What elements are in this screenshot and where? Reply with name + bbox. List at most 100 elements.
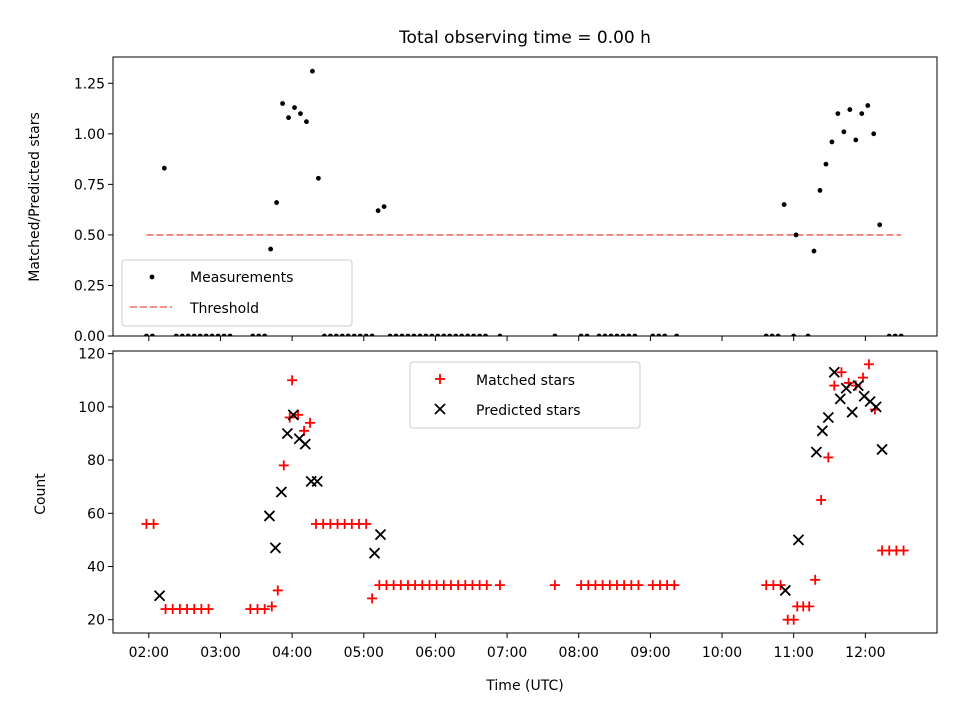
legend-matched-marker	[435, 374, 445, 384]
measurement-point	[674, 333, 680, 336]
matched-star-point	[305, 417, 316, 428]
x-tick-label: 05:00	[344, 645, 384, 661]
measurement-point	[321, 333, 327, 336]
top-y-tick-label: 0.00	[74, 329, 105, 345]
measurement-point	[345, 333, 351, 336]
top-marks	[144, 68, 904, 336]
measurement-point	[327, 333, 333, 336]
measurement-point	[781, 202, 787, 207]
top-y-tick-label: 0.75	[74, 177, 105, 193]
measurement-point	[381, 204, 387, 210]
top-plot-frame	[112, 56, 938, 337]
x-tick-label: 09:00	[630, 645, 670, 661]
measurement-point	[763, 333, 769, 336]
measurement-point	[823, 161, 829, 167]
measurement-point	[393, 333, 399, 336]
measurement-point	[769, 333, 775, 336]
measurement-point	[256, 333, 262, 336]
measurement-point	[411, 333, 417, 336]
measurement-point	[363, 333, 369, 336]
measurement-point	[453, 333, 459, 336]
top-y-axis-label: Matched/Predicted stars	[27, 112, 43, 282]
measurement-point	[435, 333, 441, 336]
measurement-point	[339, 333, 345, 336]
predicted-star-point	[792, 534, 805, 546]
predicted-star-point	[269, 542, 282, 554]
matched-star-point	[367, 593, 378, 604]
measurement-point	[477, 333, 483, 336]
matched-star-point	[816, 494, 827, 505]
predicted-star-point	[822, 411, 834, 424]
matched-star-point	[829, 380, 840, 391]
measurement-point	[423, 333, 429, 336]
matched-star-point	[293, 409, 304, 420]
measurement-point	[865, 103, 871, 108]
measurement-point	[357, 333, 363, 336]
measurement-point	[817, 188, 823, 193]
measurement-point	[179, 333, 185, 336]
predicted-star-point	[779, 584, 791, 597]
measurement-point	[465, 333, 471, 336]
measurement-point	[292, 105, 297, 110]
matched-star-point	[549, 580, 560, 591]
bottom-y-tick-label: 120	[78, 347, 105, 363]
x-tick-label: 06:00	[415, 645, 455, 661]
measurement-point	[375, 208, 381, 214]
matched-star-point	[259, 604, 270, 615]
x-tick-label: 11:00	[774, 645, 814, 661]
measurement-point	[497, 333, 503, 336]
measurement-point	[310, 68, 315, 74]
top-y-tick-label: 1.25	[74, 76, 105, 92]
measurement-point	[775, 333, 781, 336]
legend-threshold-label: Threshold	[189, 301, 259, 317]
legend-predicted-marker	[434, 403, 446, 415]
top-y-tick-label: 0.50	[74, 228, 105, 244]
measurement-point	[316, 175, 321, 181]
x-tick-label: 10:00	[702, 645, 742, 661]
predicted-star-point	[368, 547, 381, 559]
measurement-point	[650, 333, 656, 336]
measurement-point	[161, 165, 167, 171]
measurement-point	[584, 333, 590, 336]
measurement-point	[405, 333, 411, 336]
predicted-star-point	[275, 486, 288, 498]
measurement-point	[250, 333, 256, 336]
measurement-point	[268, 246, 274, 252]
predicted-star-point	[299, 438, 311, 450]
bottom-y-tick-label: 20	[87, 613, 105, 629]
measurement-point	[620, 333, 626, 336]
measurement-point	[215, 333, 221, 336]
measurement-point	[811, 248, 817, 254]
x-tick-label: 08:00	[559, 645, 599, 661]
measurement-point	[417, 333, 423, 336]
predicted-star-point	[281, 427, 293, 440]
measurement-point	[387, 333, 393, 336]
predicted-star-point	[311, 475, 323, 487]
measurement-point	[892, 333, 898, 336]
x-tick-label: 02:00	[129, 645, 169, 661]
measurement-point	[853, 137, 859, 143]
measurement-point	[333, 333, 339, 336]
measurement-point	[626, 333, 632, 336]
measurement-point	[898, 333, 904, 336]
measurement-point	[596, 333, 602, 336]
top-plot: 0.00 0.25 0.50 0.75 1.00 1.25 Measurements Thre…	[74, 56, 938, 345]
predicted-star-point	[834, 393, 846, 405]
measurement-point	[209, 333, 215, 336]
measurement-point	[791, 333, 797, 336]
matched-star-point	[788, 614, 799, 625]
predicted-star-point	[810, 446, 823, 458]
bottom-y-tick-label: 80	[87, 453, 105, 469]
measurement-point	[144, 333, 149, 336]
matched-star-point	[775, 580, 786, 591]
measurement-point	[280, 101, 285, 106]
matched-star-point	[823, 452, 834, 463]
x-tick-label: 04:00	[272, 645, 312, 661]
matched-star-point	[266, 601, 277, 612]
measurement-point	[614, 333, 620, 336]
measurement-point	[835, 111, 841, 117]
predicted-star-point	[840, 382, 852, 394]
bottom-y-tick-label: 40	[87, 559, 105, 575]
